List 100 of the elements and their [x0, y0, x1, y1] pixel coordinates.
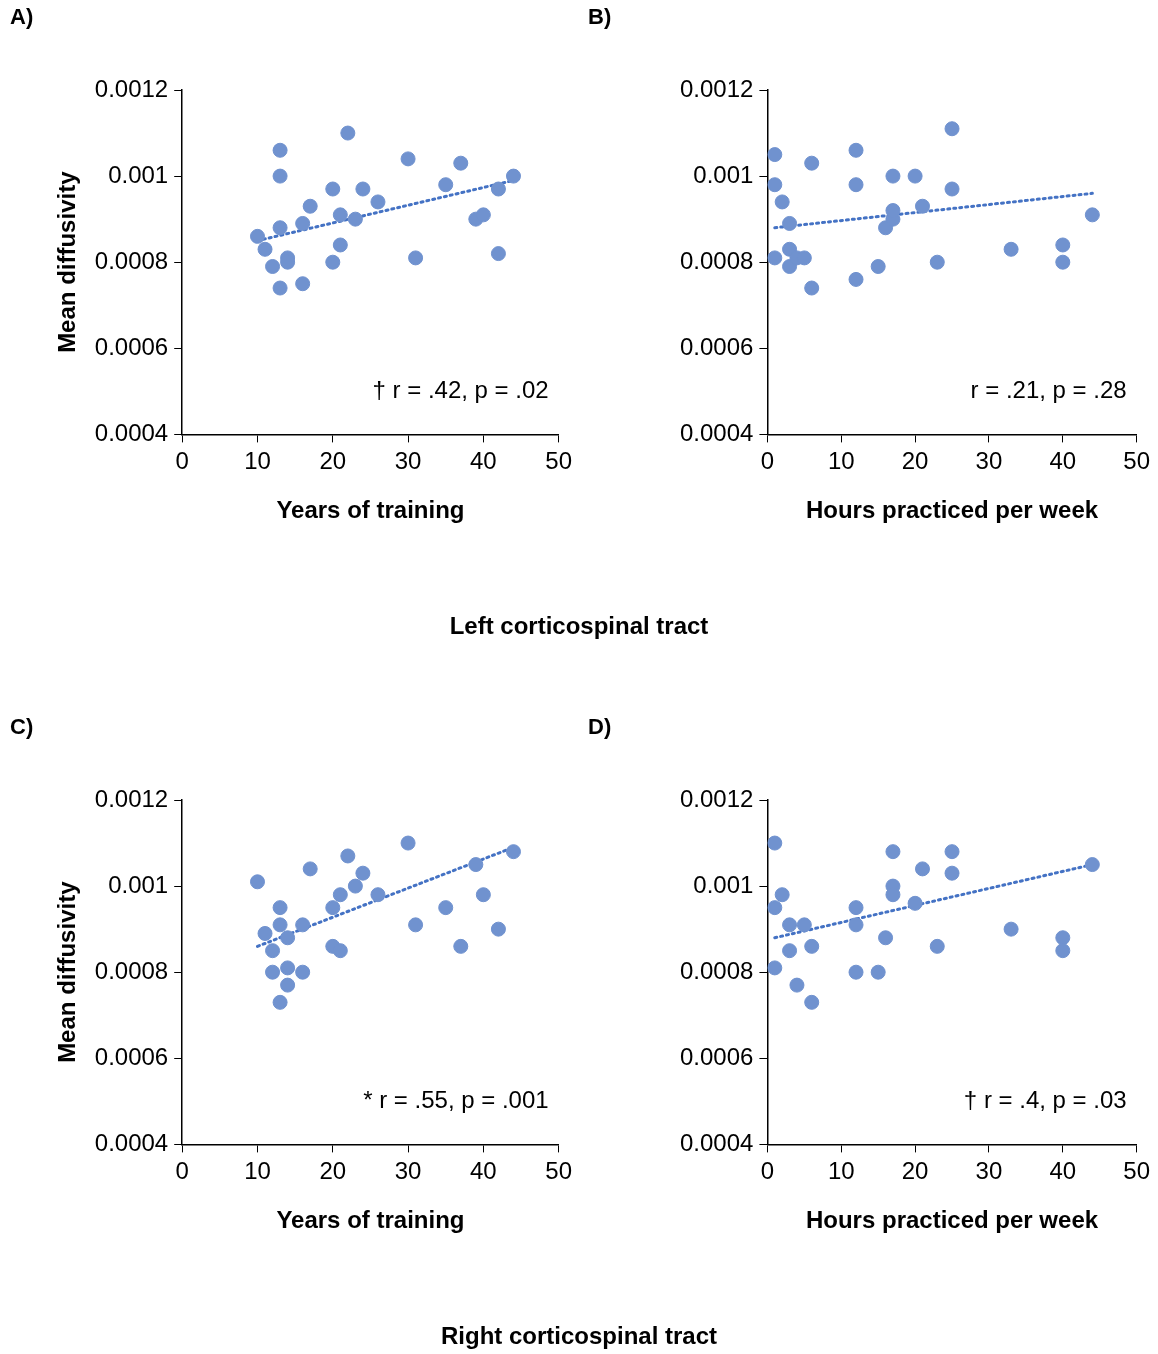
x-tick-label: 30 [394, 447, 422, 475]
x-tick-label: 10 [827, 1157, 855, 1185]
y-tick-label: 0.0008 [94, 246, 169, 274]
point [767, 960, 783, 976]
x-tick-label: 0 [760, 1157, 775, 1185]
point [848, 271, 864, 287]
point [302, 198, 318, 214]
point [257, 241, 273, 257]
point [295, 917, 311, 933]
point [774, 194, 790, 210]
y-tick-label: 0.0008 [680, 956, 754, 984]
y-tick-label: 0.0004 [680, 1129, 754, 1157]
point [1003, 921, 1019, 937]
y-tick-label: 0.0012 [680, 784, 754, 812]
point [848, 917, 864, 933]
point [870, 259, 886, 275]
point [929, 938, 945, 954]
point [347, 211, 363, 227]
y-tick-label: 0.0012 [94, 784, 169, 812]
y-tick-label: 0.0012 [680, 74, 754, 102]
point [804, 155, 820, 171]
point [914, 198, 930, 214]
point [804, 280, 820, 296]
point [505, 168, 521, 184]
point [325, 181, 341, 197]
point [272, 994, 288, 1010]
point [782, 917, 798, 933]
point [332, 207, 348, 223]
x-tick-label: 20 [319, 1157, 347, 1185]
x-tick-label: 30 [975, 1157, 1003, 1185]
point [370, 194, 386, 210]
y-tick-label: 0.001 [108, 870, 169, 898]
point [340, 848, 356, 864]
x-tick-label: 50 [1123, 1157, 1150, 1185]
point [265, 964, 281, 980]
point [870, 964, 886, 980]
y-axis-title: Mean diffusivity [53, 170, 81, 353]
point [944, 865, 960, 881]
point [280, 960, 296, 976]
point [332, 943, 348, 959]
y-tick-label: 0.0006 [94, 1042, 169, 1070]
point [1055, 254, 1071, 270]
point [438, 177, 454, 193]
y-tick-label: 0.0004 [680, 419, 754, 447]
point [325, 254, 341, 270]
point [914, 861, 930, 877]
point [767, 900, 783, 916]
x-tick-label: 40 [1049, 1157, 1077, 1185]
point [355, 181, 371, 197]
point [907, 168, 923, 184]
y-tick-label: 0.001 [693, 160, 754, 188]
point [272, 220, 288, 236]
point [400, 151, 416, 167]
y-tick-label: 0.0004 [94, 419, 169, 447]
point [848, 964, 864, 980]
point [325, 900, 341, 916]
y-tick-label: 0.0012 [94, 74, 169, 102]
point [944, 844, 960, 860]
point [257, 925, 273, 941]
point [848, 900, 864, 916]
point [490, 921, 506, 937]
x-tick-label: 40 [470, 1157, 497, 1185]
annotation: * r = .55, p = .001 [363, 1086, 549, 1114]
chart-title: C) [10, 714, 34, 740]
point [1084, 857, 1100, 873]
y-tick-label: 0.0006 [94, 332, 169, 360]
x-tick-label: 0 [175, 1157, 189, 1185]
x-tick-label: 30 [394, 1157, 422, 1185]
chart-title: B) [588, 4, 612, 30]
annotation: † r = .4, p = .03 [963, 1086, 1127, 1114]
point [782, 215, 798, 231]
point [272, 168, 288, 184]
chart-title: A) [10, 4, 34, 30]
x-tick-label: 50 [1123, 447, 1150, 475]
point [505, 844, 521, 860]
point [370, 887, 386, 903]
point [885, 844, 901, 860]
x-tick-label: 10 [827, 447, 855, 475]
x-tick-label: 50 [545, 447, 572, 475]
y-tick-label: 0.0008 [680, 246, 754, 274]
point [804, 938, 820, 954]
annotation: r = .21, p = .28 [970, 376, 1127, 404]
x-tick-label: 30 [975, 447, 1003, 475]
point [475, 207, 491, 223]
point [400, 835, 416, 851]
point [944, 121, 960, 137]
chart-title: D) [588, 714, 612, 740]
point [767, 835, 783, 851]
point [468, 857, 484, 873]
point [302, 861, 318, 877]
point [272, 900, 288, 916]
point [774, 887, 790, 903]
point [408, 917, 424, 933]
annotation: † r = .42, p = .02 [372, 376, 549, 404]
point [272, 142, 288, 158]
point [272, 280, 288, 296]
x-tick-label: 40 [1049, 447, 1077, 475]
point [295, 964, 311, 980]
y-tick-label: 0.0006 [680, 1042, 754, 1070]
x-axis-title: Years of training [276, 1206, 465, 1234]
